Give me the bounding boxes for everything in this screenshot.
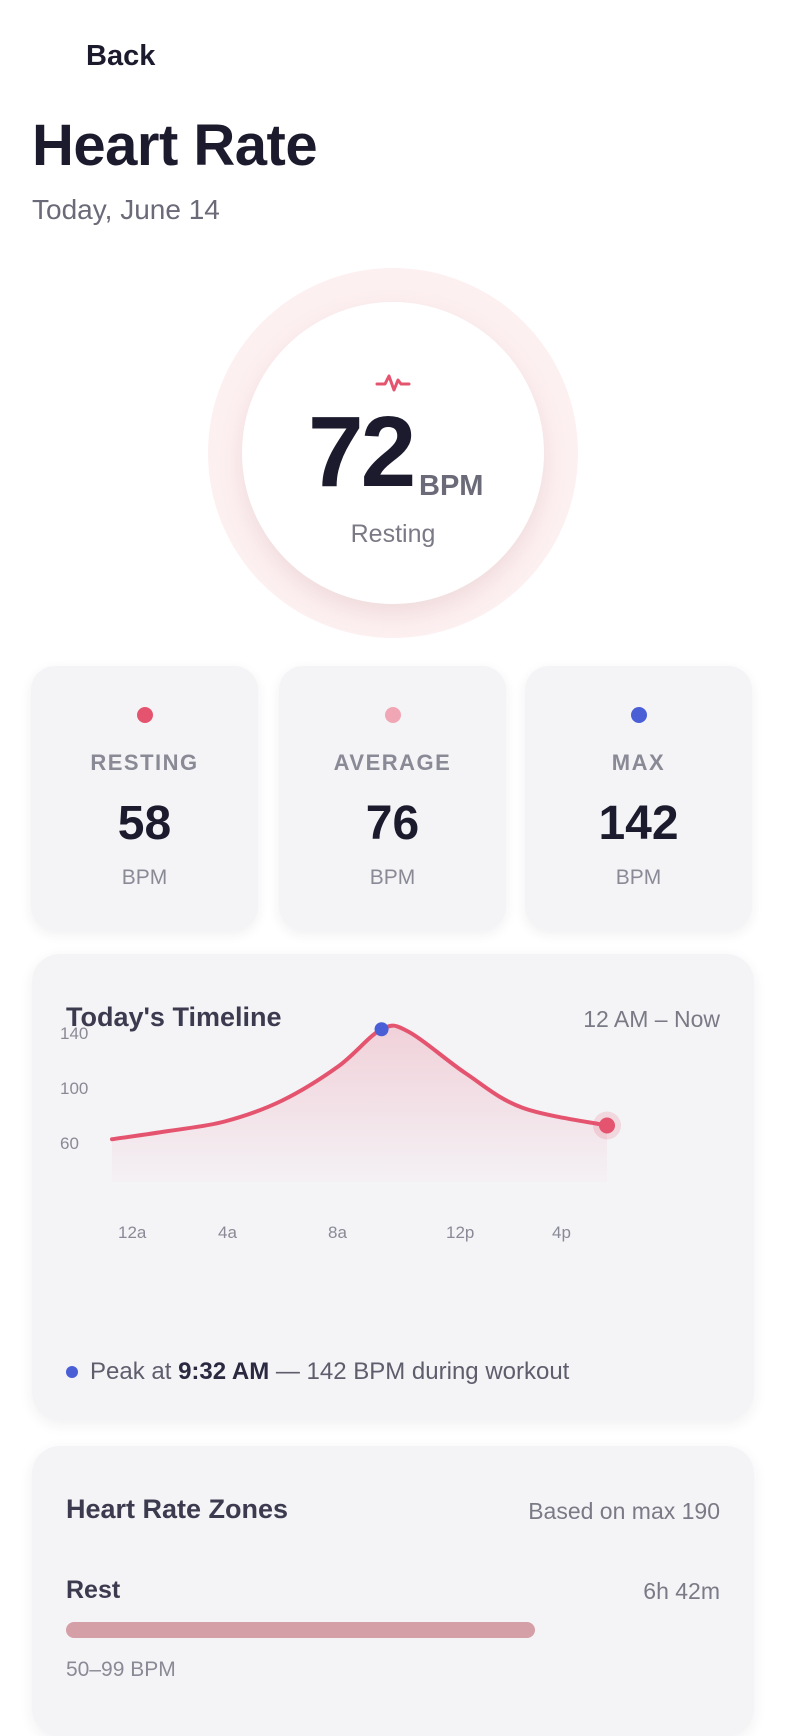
peak-suffix: — 142 BPM during workout (275, 1358, 570, 1385)
stat-label: AVERAGE (333, 750, 452, 775)
peak-prefix: Peak at (90, 1358, 172, 1385)
zone-duration: 6h 42m (643, 1578, 720, 1604)
zones-card: Heart Rate Zones Based on max 190 Rest 6… (32, 1446, 754, 1736)
zone-range: 50–99 BPM (66, 1658, 176, 1681)
y-tick-label: 100 (60, 1079, 88, 1098)
current-marker (599, 1117, 615, 1134)
stat-unit: BPM (615, 866, 662, 889)
heart-rate-chart: 60 100 140 12a 4a 8a 12p 4p (60, 1022, 621, 1242)
stat-card-resting[interactable]: RESTING 58 BPM (31, 666, 258, 930)
zones-basis: Based on max 190 (528, 1498, 720, 1524)
page-title: Heart Rate (32, 113, 318, 178)
x-tick-label: 12a (118, 1223, 147, 1242)
page-date: Today, June 14 (32, 194, 220, 225)
stat-unit: BPM (369, 866, 416, 889)
x-tick-label: 12p (446, 1223, 474, 1242)
current-bpm-value: 72 (308, 396, 416, 508)
stat-label: RESTING (90, 750, 199, 775)
heart-pulse-icon (375, 374, 411, 392)
peak-note: Peak at 9:32 AM — 142 BPM during workout (66, 1358, 569, 1386)
stat-value: 76 (365, 797, 420, 850)
timeline-range: 12 AM – Now (583, 1006, 720, 1032)
max-dot (630, 707, 647, 723)
back-button[interactable]: Back (34, 36, 155, 76)
y-tick-label: 140 (60, 1024, 88, 1043)
peak-marker (374, 1022, 389, 1037)
peak-dot-icon (66, 1366, 78, 1378)
peak-time: 9:32 AM (178, 1358, 270, 1385)
current-bpm-unit: BPM (419, 470, 484, 502)
timeline-card: Today's Timeline 12 AM – Now 60 100 140 12a… (32, 954, 754, 1420)
x-tick-label: 4a (218, 1223, 237, 1242)
timeline-title: Today's Timeline (66, 1002, 282, 1032)
back-label: Back (86, 39, 156, 72)
chart-area-fill (112, 1025, 607, 1182)
zone-bar-fill (66, 1622, 536, 1638)
chevron-left-icon (34, 36, 74, 76)
stat-value: 142 (598, 797, 679, 850)
zones-title: Heart Rate Zones (66, 1494, 289, 1524)
stat-unit: BPM (121, 866, 168, 889)
y-tick-label: 60 (60, 1134, 79, 1153)
resting-dot (136, 707, 153, 723)
zone-bar (66, 1622, 718, 1638)
stat-label: MAX (611, 750, 666, 775)
x-tick-label: 4p (552, 1223, 571, 1242)
current-state: Resting (350, 520, 436, 548)
stat-card-max[interactable]: MAX 142 BPM (525, 666, 752, 930)
average-dot (384, 707, 401, 723)
stat-value: 58 (117, 797, 172, 850)
stat-card-average[interactable]: AVERAGE 76 BPM (279, 666, 506, 930)
zone-name: Rest (66, 1576, 121, 1604)
chart-line (110, 1023, 609, 1142)
heart-rate-dial (242, 302, 544, 604)
x-tick-label: 8a (328, 1223, 347, 1242)
